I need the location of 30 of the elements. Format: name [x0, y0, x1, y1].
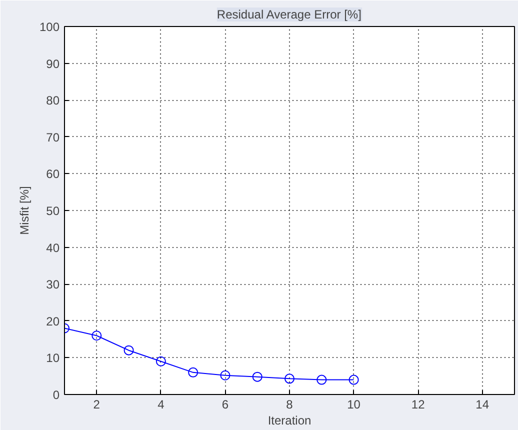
point — [252, 372, 262, 382]
x-tick-label: 14 — [476, 398, 490, 412]
point — [316, 374, 327, 385]
x-tick-label: 4 — [158, 398, 165, 412]
point — [156, 356, 166, 366]
y-tick-label: 60 — [46, 167, 60, 182]
y-tick-label: 70 — [46, 130, 60, 144]
y-tick-label: 80 — [46, 94, 60, 108]
y-tick-label: 90 — [46, 56, 60, 71]
y-tick-label: 30 — [46, 278, 60, 292]
x-tick-label: 12 — [411, 398, 426, 412]
point — [92, 330, 102, 341]
y-tick-label: 100 — [39, 20, 60, 34]
point — [348, 374, 359, 385]
x-axis-title: Iteration — [268, 414, 312, 428]
y-tick-label: 20 — [46, 314, 60, 328]
point — [284, 374, 294, 384]
y-tick-label: 10 — [46, 351, 60, 366]
y-tick-label: 40 — [46, 240, 60, 255]
x-tick-label: 2 — [93, 398, 100, 412]
y-tick-label: 0 — [52, 388, 60, 402]
x-tick-label: 6 — [222, 398, 229, 412]
x-tick-label: 10 — [347, 398, 361, 412]
y-axis-title: Misfit [%] — [17, 186, 32, 235]
x-tick-label: 8 — [286, 398, 294, 412]
y-tick-label: 50 — [46, 204, 60, 218]
point — [188, 367, 198, 378]
chart-title: Residual Average Error [%] — [216, 8, 362, 22]
point — [124, 345, 134, 356]
point — [220, 370, 230, 380]
